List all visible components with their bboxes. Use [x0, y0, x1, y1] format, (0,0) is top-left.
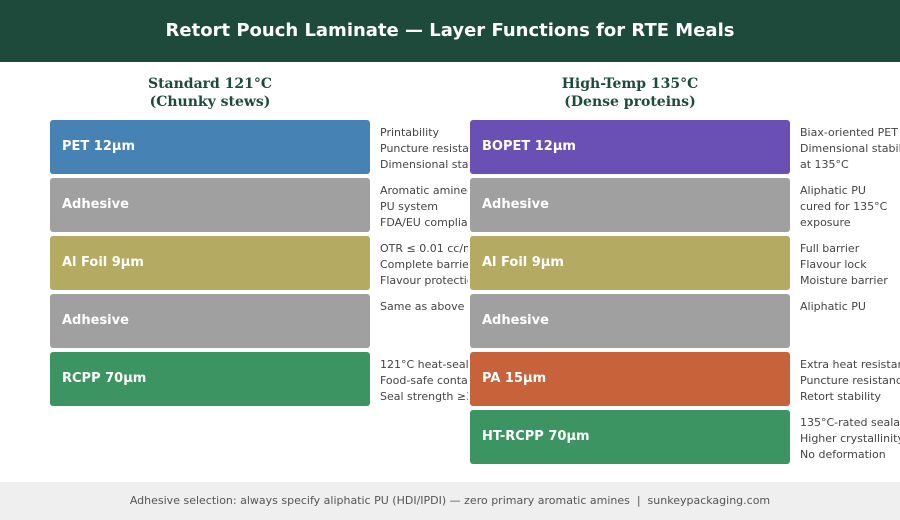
note-line: Flavour protection [380, 274, 468, 287]
layer-notes: Aliphatic PU [800, 299, 900, 315]
note-line: 121°C heat-seal [380, 358, 468, 371]
note-line: Full barrier [800, 242, 860, 255]
note-line: FDA/EU compliant [380, 216, 468, 229]
layer-notes: Extra heat resistance Puncture resistance… [800, 357, 900, 405]
note-line: Dimensional stability [380, 158, 468, 171]
layer-box: Adhesive [470, 294, 790, 348]
note-line: Food-safe contact [380, 374, 468, 387]
layer-notes: 135°C-rated sealant Higher crystallinity N… [800, 415, 900, 463]
layer-notes: Aliphatic PU cured for 135°C exposure [800, 183, 900, 231]
layer-box: Adhesive [50, 178, 370, 232]
layer-box: Adhesive [50, 294, 370, 348]
note-line: 135°C-rated sealant [800, 416, 900, 429]
column-title: High-Temp 135°C [561, 76, 699, 92]
note-line: PU system [380, 200, 438, 213]
note-line: OTR ≤ 0.01 cc/m²/day [380, 242, 468, 255]
note-line: cured for 135°C [800, 200, 888, 213]
note-line: Aliphatic PU [800, 300, 866, 313]
note-line: Flavour lock [800, 258, 867, 271]
layer-box: RCPP 70µm [50, 352, 370, 406]
note-line: Puncture resistance [800, 374, 900, 387]
layer-notes: Aromatic amine-free PU system FDA/EU compl… [380, 183, 468, 231]
layer-notes: Printability Puncture resistance Dimension… [380, 125, 468, 173]
note-line: Dimensional stability [800, 142, 900, 155]
layer-box: PA 15µm [470, 352, 790, 406]
note-line: Retort stability [800, 390, 882, 403]
note-line: Printability [380, 126, 440, 139]
note-line: Aromatic amine-free [380, 184, 468, 197]
footer-text: Adhesive selection: always specify aliph… [0, 482, 900, 520]
layer-notes: OTR ≤ 0.01 cc/m²/day Complete barrier Flav… [380, 241, 468, 289]
note-line: Higher crystallinity [800, 432, 900, 445]
note-line: exposure [800, 216, 851, 229]
layer-notes: Biax-oriented PET Dimensional stability at… [800, 125, 900, 173]
layer-box: PET 12µm [50, 120, 370, 174]
header-title: Retort Pouch Laminate — Layer Functions … [0, 0, 900, 62]
note-line: No deformation [800, 448, 886, 461]
note-line: Extra heat resistance [800, 358, 900, 371]
layer-box: Adhesive [470, 178, 790, 232]
layer-box: HT-RCPP 70µm [470, 410, 790, 464]
column-subtitle: (Dense proteins) [564, 94, 696, 110]
note-line: Seal strength ≥35 N/15mm [380, 390, 468, 403]
note-line: Same as above [380, 300, 465, 313]
layer-notes: Same as above [380, 299, 468, 315]
note-line: Moisture barrier [800, 274, 888, 287]
note-line: Puncture resistance [380, 142, 468, 155]
layer-box: BOPET 12µm [470, 120, 790, 174]
layer-box: Al Foil 9µm [50, 236, 370, 290]
note-line: Complete barrier [380, 258, 468, 271]
column-title: Standard 121°C [147, 76, 273, 92]
layer-notes: Full barrier Flavour lock Moisture barrier [800, 241, 900, 289]
note-line: at 135°C [800, 158, 849, 171]
note-line: Biax-oriented PET [800, 126, 898, 139]
column-subtitle: (Chunky stews) [149, 94, 271, 110]
note-line: Aliphatic PU [800, 184, 866, 197]
layer-notes: 121°C heat-seal Food-safe contact Seal str… [380, 357, 468, 405]
layer-box: Al Foil 9µm [470, 236, 790, 290]
